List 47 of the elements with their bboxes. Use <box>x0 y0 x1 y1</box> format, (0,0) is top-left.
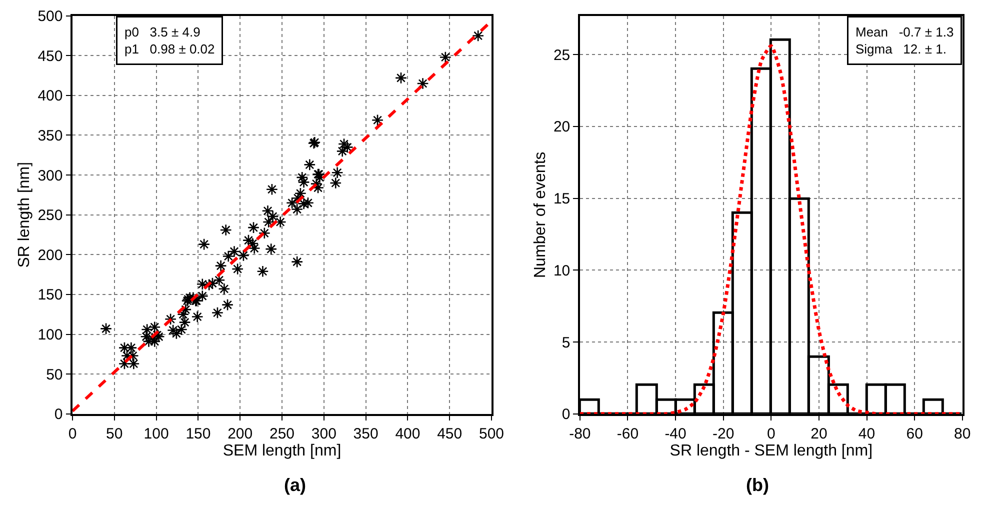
y-tick-label: 150 <box>38 286 63 304</box>
x-tick-label: 20 <box>810 426 828 443</box>
y-tick-label: 100 <box>38 326 63 344</box>
x-axis-title: SR length - SEM length [nm] <box>670 442 873 460</box>
text: (a) <box>284 475 306 495</box>
x-tick-label: 150 <box>186 426 211 443</box>
x-tick-label: 0 <box>68 426 77 443</box>
x-tick-label: 60 <box>906 426 923 443</box>
x-tick-label: 80 <box>954 426 971 443</box>
y-tick-label: 400 <box>38 88 63 105</box>
y-tick-label: 500 <box>38 8 63 26</box>
y-axis-title: Number of events <box>532 152 549 278</box>
x-axis-title: SEM length [nm] <box>222 442 342 460</box>
y-tick-label: 15 <box>553 190 570 208</box>
y-tick-label: 350 <box>38 127 63 144</box>
x-tick-label: 300 <box>311 426 336 443</box>
x-tick-label: 400 <box>395 426 420 443</box>
y-axis-title: SR length [nm] <box>16 162 34 268</box>
x-tick-label: -80 <box>569 426 591 443</box>
x-tick-label: 200 <box>228 426 253 443</box>
x-tick-label: 0 <box>766 426 776 443</box>
x-tick-label: -40 <box>664 426 686 443</box>
x-tick-label: 40 <box>858 426 876 443</box>
y-tick-label: 300 <box>38 167 63 184</box>
annotation: p0 3.5 ± 4.9 <box>124 24 200 40</box>
x-tick-label: 350 <box>353 426 378 443</box>
x-tick-label: 250 <box>269 426 295 443</box>
x-tick-label: -20 <box>712 426 734 443</box>
y-tick-label: 200 <box>38 246 63 264</box>
x-tick-label: 450 <box>437 426 462 443</box>
y-tick-label: 20 <box>553 118 570 136</box>
x-tick-label: 50 <box>106 426 123 443</box>
y-tick-label: 5 <box>562 334 570 352</box>
y-tick-label: 50 <box>46 366 63 384</box>
y-tick-label: 25 <box>553 46 570 64</box>
x-tick-label: 100 <box>144 426 169 443</box>
text: (b) <box>746 475 769 495</box>
x-tick-label: -60 <box>616 426 639 443</box>
y-tick-label: 10 <box>553 262 570 280</box>
y-tick-label: 450 <box>38 48 63 65</box>
annotation: p1 0.98 ± 0.02 <box>124 41 215 56</box>
annotation: Sigma 12. ± 1. <box>856 41 946 56</box>
y-tick-label: 0 <box>54 406 63 424</box>
y-tick-label: 250 <box>38 207 63 224</box>
x-tick-label: 500 <box>478 426 504 443</box>
y-tick-label: 0 <box>562 406 570 424</box>
annotation: Mean -0.7 ± 1.3 <box>856 24 954 40</box>
